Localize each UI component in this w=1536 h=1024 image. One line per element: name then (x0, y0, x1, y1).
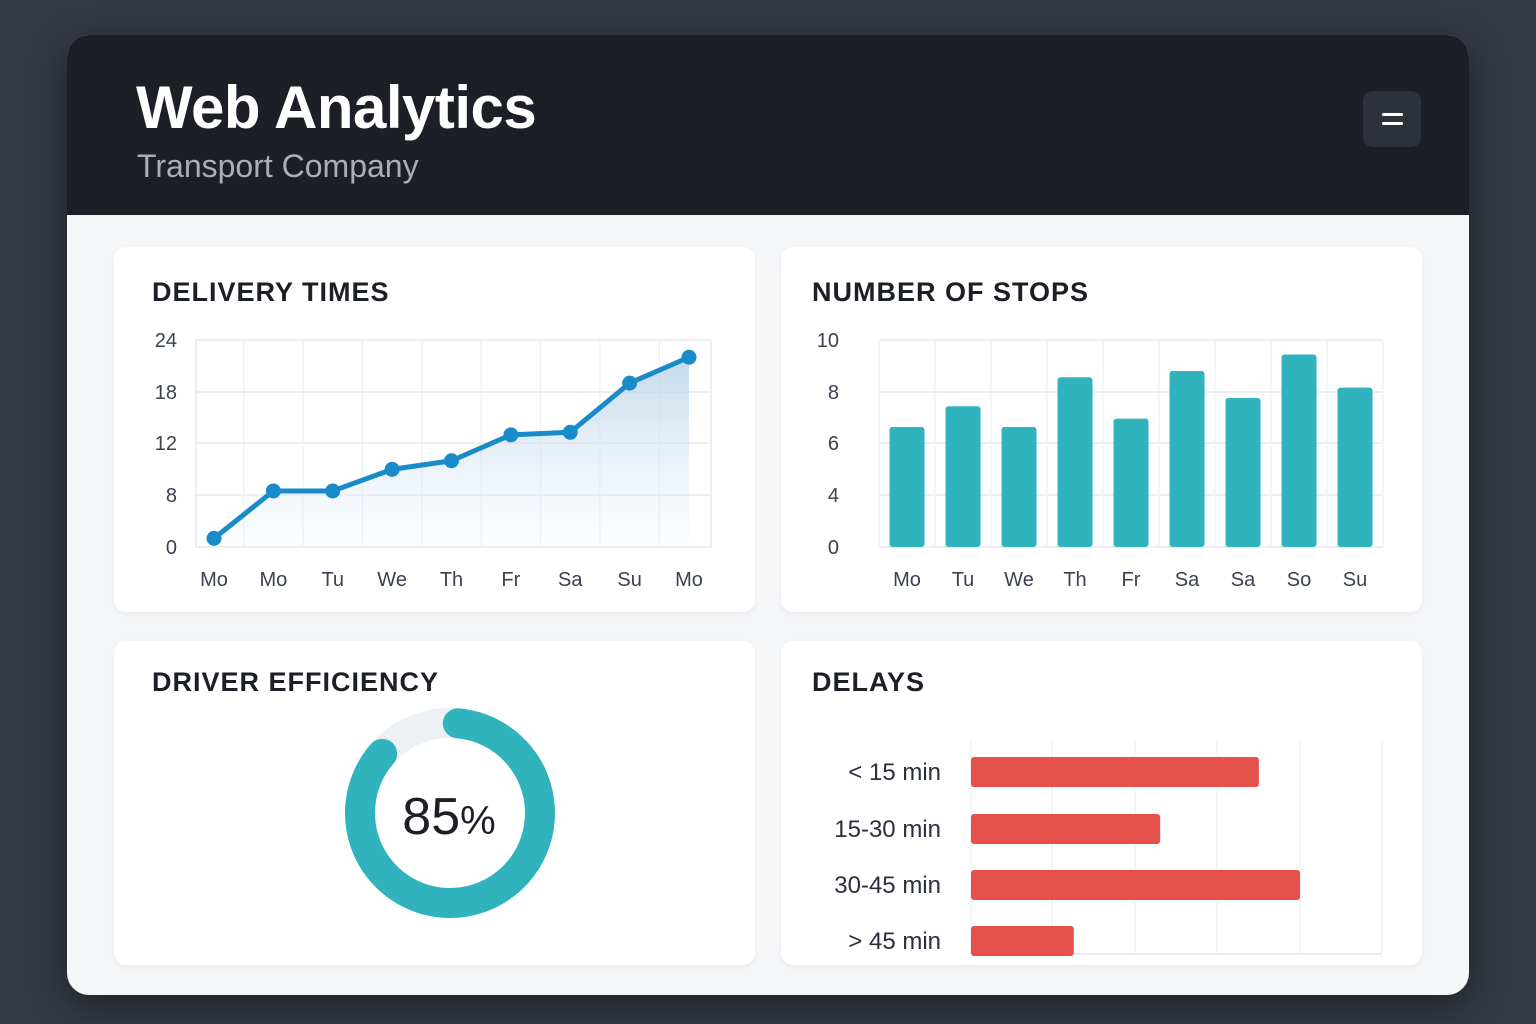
x-tick-label: Mo (259, 569, 287, 591)
y-tick-label: 6 (828, 433, 839, 455)
data-point (622, 375, 638, 391)
data-point (444, 453, 459, 469)
x-tick-label: Sa (558, 569, 583, 591)
x-tick-label: Tu (952, 569, 975, 591)
bar (945, 406, 981, 547)
y-tick-label: 0 (828, 537, 839, 559)
y-tick-label: > 45 min (848, 928, 941, 955)
x-tick-label: Su (617, 569, 641, 591)
chart-title: DELIVERY TIMES (152, 277, 390, 307)
y-tick-label: 4 (828, 485, 839, 507)
number-of-stops-chart: 0 4 6 8 10 Mo Tu We Th Fr Sa Sa So Su (817, 330, 1384, 591)
y-tick-label: 24 (155, 330, 177, 352)
x-tick-label: Mo (893, 569, 921, 591)
bar (971, 757, 1259, 787)
bar (1169, 371, 1205, 547)
data-point (206, 530, 222, 546)
bar (1225, 397, 1261, 547)
bar (971, 870, 1300, 900)
x-tick-label: Th (440, 569, 463, 591)
x-tick-label: Su (1343, 569, 1367, 591)
header: Web Analytics Transport Company (67, 35, 1469, 215)
donut-arc (345, 708, 555, 918)
chart-title: DRIVER EFFICIENCY (152, 667, 440, 697)
x-tick-label: Mo (675, 569, 703, 591)
x-tick-label: Tu (321, 569, 344, 591)
bar (971, 814, 1161, 844)
y-tick-label: 18 (155, 382, 177, 404)
bar (1057, 377, 1093, 547)
y-tick-label: < 15 min (848, 759, 941, 786)
x-tick-label: Mo (200, 569, 228, 591)
y-tick-label: 0 (166, 537, 177, 559)
number-of-stops-card: NUMBER OF STOPS 0 4 6 8 10 Mo Tu We Th Fr Sa Sa So Su (781, 247, 1422, 612)
y-tick-label: 12 (155, 433, 177, 455)
bar (971, 926, 1074, 956)
area-fill (214, 357, 689, 547)
x-tick-label: Th (1063, 569, 1086, 591)
efficiency-unit: % (460, 799, 496, 843)
y-tick-label: 8 (166, 485, 177, 507)
y-tick-label: 10 (817, 330, 839, 352)
y-tick-label: 15-30 min (834, 816, 941, 843)
x-tick-label: We (377, 569, 407, 591)
data-point (265, 483, 281, 499)
bar (1113, 418, 1149, 547)
chart-title: DELAYS (812, 667, 926, 697)
driver-efficiency-card: DRIVER EFFICIENCY 85% (114, 641, 755, 965)
app-title: Web Analytics (136, 74, 537, 141)
efficiency-value: 85% (329, 787, 569, 847)
data-point (681, 349, 697, 365)
x-tick-label: So (1287, 569, 1311, 591)
bar (889, 426, 925, 547)
x-tick-label: Sa (1231, 569, 1256, 591)
driver-efficiency-donut (345, 708, 555, 918)
data-point (325, 483, 341, 499)
delivery-times-card: DELIVERY TIMES 0 8 12 18 24 Mo Mo Tu We Th Fr Sa Su M… (114, 247, 755, 612)
data-point (503, 427, 519, 443)
x-tick-label: Fr (501, 569, 520, 591)
bar (1281, 354, 1317, 547)
efficiency-number: 85 (402, 788, 461, 846)
delivery-times-chart: 0 8 12 18 24 Mo Mo Tu We Th Fr Sa Su Mo (155, 330, 712, 591)
bar (1337, 387, 1373, 547)
bar (1001, 426, 1037, 547)
x-tick-label: Fr (1122, 569, 1141, 591)
menu-button[interactable] (1363, 91, 1421, 147)
data-point (384, 461, 400, 477)
chart-title: NUMBER OF STOPS (812, 277, 1090, 307)
y-tick-label: 8 (828, 382, 839, 404)
dashboard-window: Web Analytics Transport Company DELIVERY… (67, 35, 1469, 995)
app-subtitle: Transport Company (137, 148, 419, 184)
x-tick-label: Sa (1175, 569, 1200, 591)
x-tick-label: We (1004, 569, 1034, 591)
y-tick-label: 30-45 min (834, 872, 941, 899)
data-point (562, 424, 578, 440)
